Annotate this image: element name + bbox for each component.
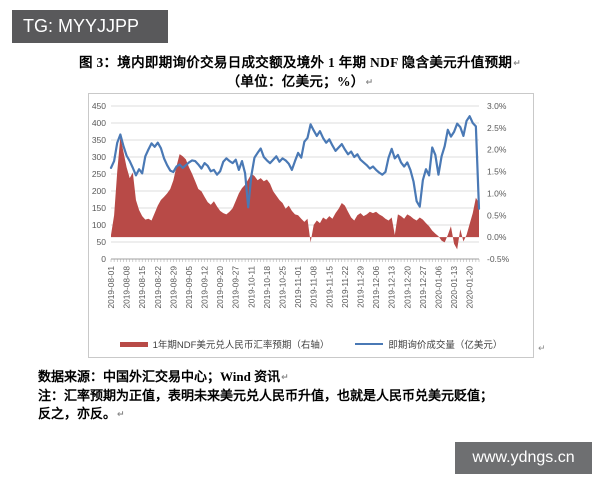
x-axis-tick-label: 2019-08-15 [137, 266, 147, 309]
x-axis-tick-label: 2019-08-29 [168, 266, 178, 309]
x-axis-tick-label: 2019-12-20 [402, 266, 412, 309]
x-axis-tick-label: 2019-11-15 [324, 266, 334, 308]
x-axis-tick-label: 2019-09-27 [231, 266, 241, 309]
legend-area-swatch-icon [119, 341, 148, 347]
x-axis-tick-label: 2019-10-25 [278, 266, 288, 309]
left-axis-tick-label: 0 [101, 254, 106, 264]
note-text-1: 注：汇率预期为正值，表明未来美元兑人民币升值，也就是人民币兑美元贬值； [38, 388, 494, 403]
ndf-area-series [111, 136, 479, 250]
right-axis-tick-label: 1.5% [487, 167, 507, 177]
x-axis-tick-label: 2019-11-01 [293, 266, 303, 308]
x-axis-tick-label: 2019-08-01 [106, 266, 116, 309]
legend-item: 即期询价成交量（亿美元） [355, 337, 502, 351]
x-axis-tick-label: 2019-08-08 [122, 266, 132, 309]
legend-item: 1年期NDF美元兑人民币汇率预期（右轴） [119, 337, 330, 351]
volume-line-series [109, 115, 481, 210]
figure-subtitle-text: （单位：亿美元；%） [226, 74, 365, 89]
x-axis-tick-label: 2020-01-20 [465, 266, 475, 309]
left-axis-tick-label: 400 [92, 118, 106, 128]
chart-legend: 1年期NDF美元兑人民币汇率预期（右轴） 即期询价成交量（亿美元） [89, 334, 533, 354]
x-axis-tick-label: 2019-08-22 [153, 266, 163, 309]
x-axis-tick-label: 2019-11-08 [309, 266, 319, 308]
x-axis-tick-label: 2019-11-29 [355, 266, 365, 308]
legend-line-swatch-icon [355, 343, 384, 345]
telegram-watermark-badge: TG: MYYJJPP [12, 10, 168, 43]
x-axis-tick-label: 2019-12-13 [387, 266, 397, 309]
right-axis-tick-label: 0.0% [487, 232, 507, 242]
x-axis-tick-label: 2019-09-12 [200, 266, 210, 309]
figure-title: 图 3：境内即期询价交易日成交额及境外 1 年期 NDF 隐含美元升值预期↵ [0, 51, 600, 71]
right-axis-tick-label: 3.0% [487, 101, 507, 111]
right-axis-tick-label: 2.5% [487, 123, 507, 133]
left-axis-tick-label: 350 [92, 135, 106, 145]
x-axis-tick-label: 2019-10-18 [262, 266, 272, 309]
data-source-line: 数据来源：中国外汇交易中心；Wind 资讯↵ [38, 366, 289, 385]
chart-plot-area: 450 400 350 300 250 200 150 100 50 0 3.0% 2.5% 2.0% 1… [92, 101, 510, 309]
paragraph-mark-icon: ↵ [281, 373, 289, 383]
x-axis-tick-label: 2020-01-06 [433, 266, 443, 309]
paragraph-mark-icon: ↵ [117, 410, 125, 420]
note-line-2: 反之，亦反。↵ [38, 403, 125, 422]
right-axis-tick-label: 0.5% [487, 210, 507, 220]
x-axis-tick-label: 2020-01-13 [449, 266, 459, 309]
paragraph-mark-icon: ↵ [513, 59, 522, 69]
left-axis-tick-label: 100 [92, 220, 106, 230]
left-axis-tick-label: 150 [92, 203, 106, 213]
left-axis-tick-label: 50 [97, 237, 107, 247]
legend-label: 1年期NDF美元兑人民币汇率预期（右轴） [152, 340, 330, 351]
note-line-1: 注：汇率预期为正值，表明未来美元兑人民币升值，也就是人民币兑美元贬值； [38, 385, 493, 404]
x-axis-tick-label: 2019-09-05 [184, 266, 194, 309]
x-axis-tick-label: 2019-11-22 [340, 266, 350, 308]
paragraph-mark-icon: ↵ [365, 78, 374, 88]
figure-title-text: 图 3：境内即期询价交易日成交额及境外 1 年期 NDF 隐含美元升值预期 [78, 55, 513, 70]
website-watermark-text: www.ydngs.cn [472, 449, 575, 466]
x-axis-tick-label: 2019-12-06 [371, 266, 381, 309]
right-axis-tick-label: 2.0% [487, 145, 507, 155]
note-text-2: 反之，亦反。 [38, 406, 117, 421]
left-axis-tick-label: 300 [92, 152, 106, 162]
left-axis-tick-label: 200 [92, 186, 106, 196]
figure-subtitle: （单位：亿美元；%）↵ [0, 70, 600, 90]
left-axis-tick-label: 250 [92, 169, 106, 179]
data-source-text: 数据来源：中国外汇交易中心；Wind 资讯 [38, 369, 281, 384]
x-axis-tick-label: 2019-10-11 [246, 266, 256, 308]
left-axis-tick-label: 450 [92, 101, 106, 111]
legend-label: 即期询价成交量（亿美元） [388, 340, 503, 351]
x-axis-tick-label: 2019-09-20 [215, 266, 225, 309]
x-axis-tick-label: 2019-12-27 [418, 266, 428, 309]
right-axis-tick-label: -0.5% [487, 254, 510, 264]
website-watermark-badge: www.ydngs.cn [455, 442, 592, 474]
embedded-chart-object[interactable]: 450 400 350 300 250 200 150 100 50 0 3.0% 2.5% 2.0% 1… [88, 93, 534, 358]
telegram-watermark-text: TG: MYYJJPP [23, 16, 140, 36]
paragraph-mark-icon: ↵ [538, 344, 546, 354]
right-axis-tick-label: 1.0% [487, 188, 507, 198]
